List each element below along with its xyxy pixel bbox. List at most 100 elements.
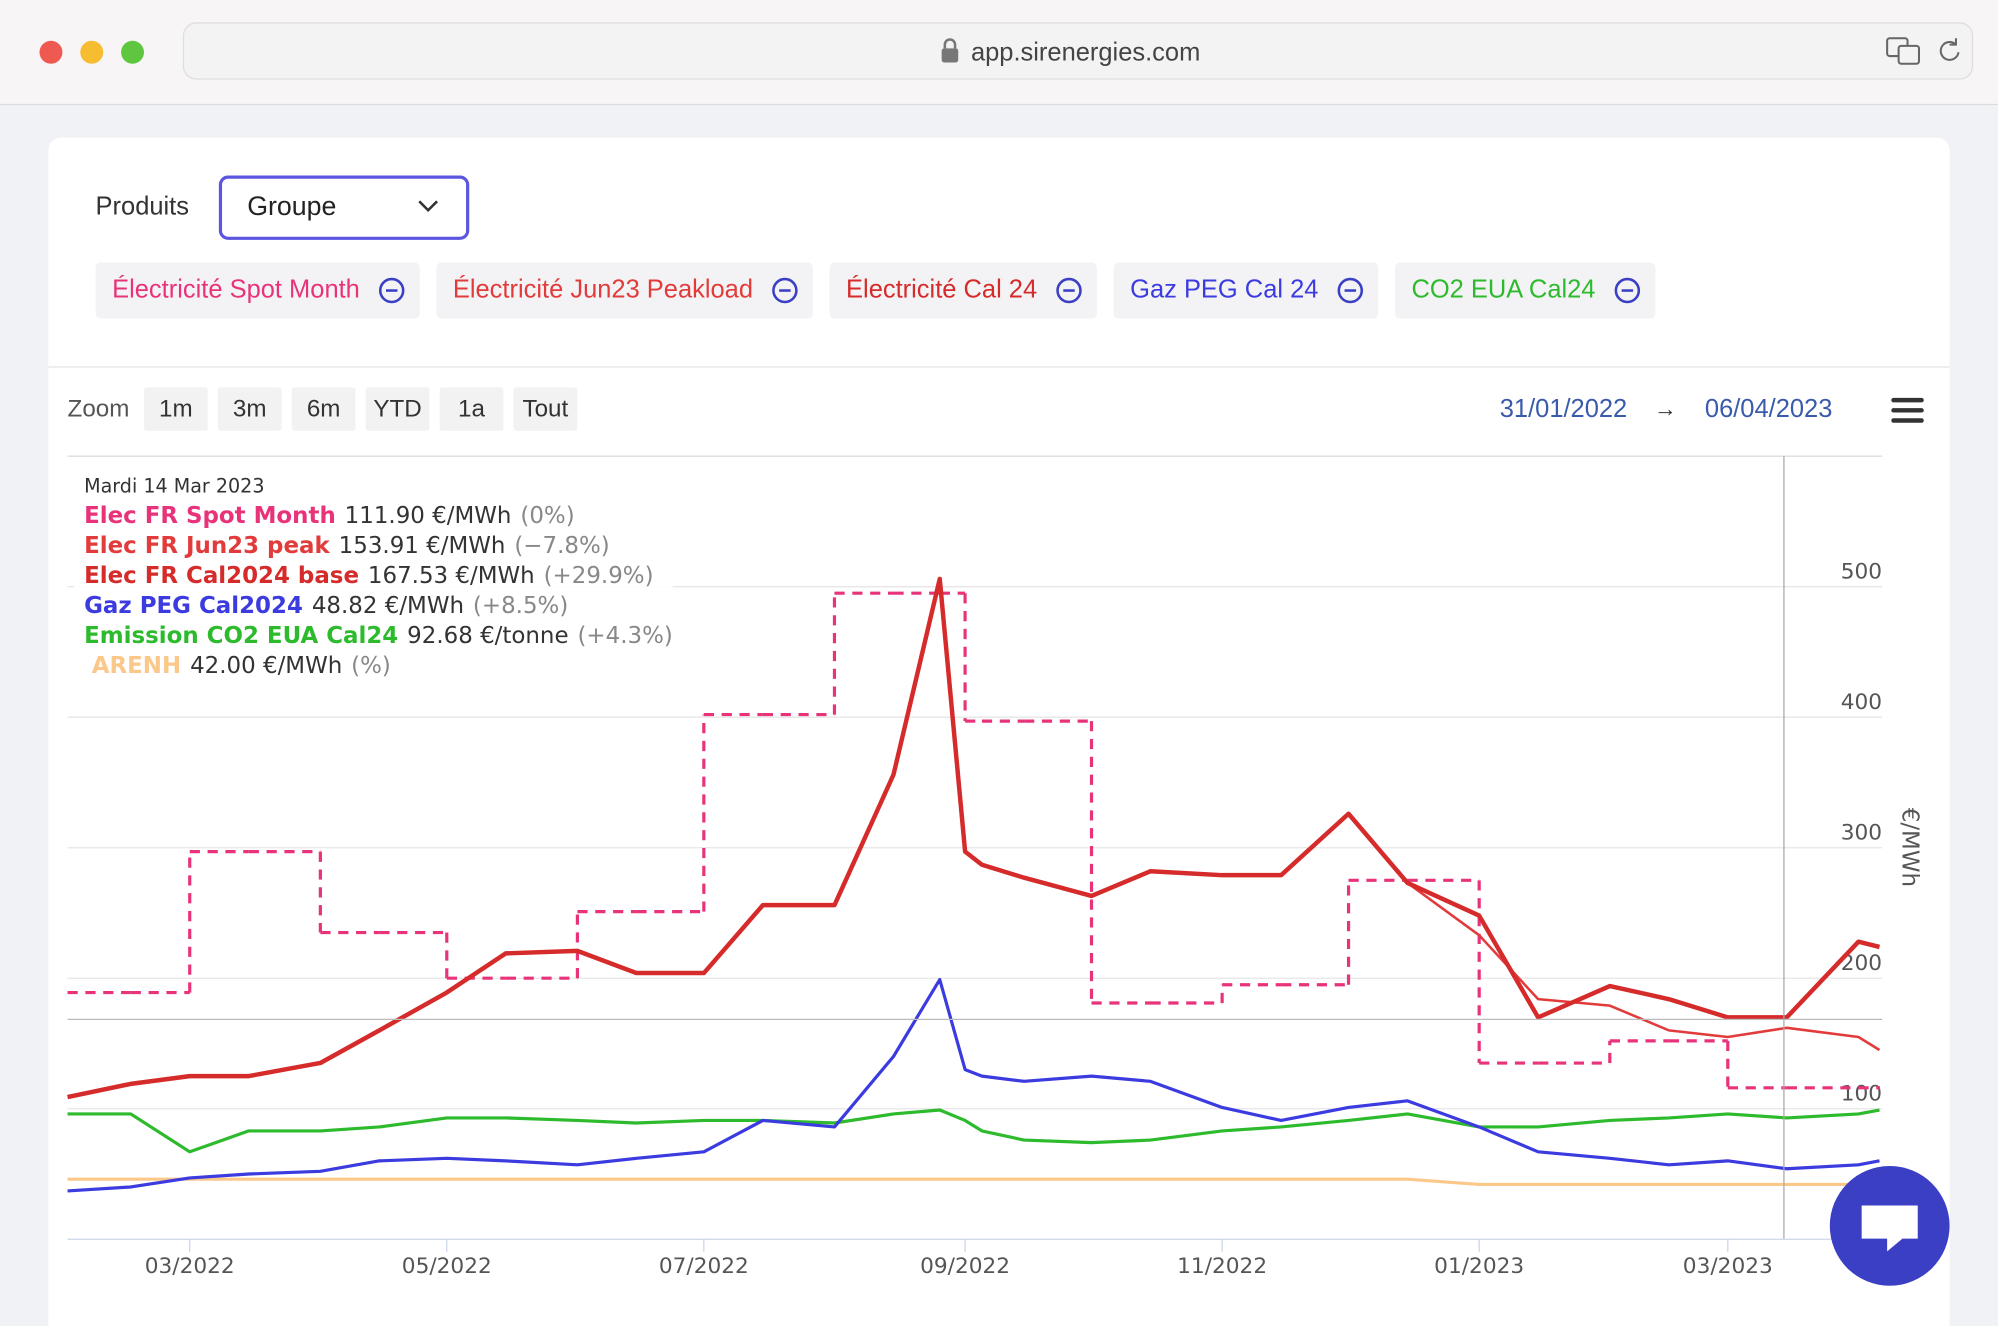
zoom-button-label: 6m [307,396,341,423]
card [48,137,1950,1326]
chip-label: Électricité Jun23 Peakload [453,274,753,303]
tooltip-line: Elec FR Spot Month 111.90 €/MWh (0%) [84,503,575,529]
chip-label: Électricité Cal 24 [846,274,1037,303]
chip-label: CO2 EUA Cal24 [1411,275,1595,303]
chip-bg [829,262,1098,319]
series-line [67,977,1880,1193]
x-tick-label: 01/2023 [1434,1254,1524,1279]
tooltip-series-name: Elec FR Spot Month [84,503,336,529]
tooltip-value: 111.90 €/MWh [345,503,512,529]
filter-chip[interactable]: Gaz PEG Cal 24 [1113,262,1379,319]
chip-label: Électricité Spot Month [112,274,360,303]
series-line [67,1108,1880,1154]
zoom-button[interactable] [291,387,356,431]
filter-chip[interactable]: Électricité Spot Month [95,262,420,319]
chip-remove[interactable] [1056,277,1082,304]
tooltip-change: (%) [351,652,391,678]
zoom-button-label: 3m [233,396,267,423]
tooltip-series-name: Elec FR Jun23 peak [84,533,330,559]
y-tick-label: 400 [1841,690,1882,715]
chip-bg [1394,262,1656,319]
zoom-buttons: 1m 3m 6m YTD 1a Tout [143,387,578,431]
close-button[interactable] [39,40,63,64]
zoom-button[interactable] [365,387,430,431]
x-tick-label: 11/2022 [1177,1254,1267,1279]
tooltip-series-name: ARENH [92,652,181,678]
x-tick-label: 03/2022 [145,1254,235,1279]
tooltip-value: 42.00 €/MWh [190,652,342,678]
chips: Électricité Spot Month Électricité Jun23 … [95,262,1656,319]
y-axis-title: €/MWh [1896,808,1922,887]
x-tick-label: 09/2022 [920,1254,1010,1279]
chat-icon [1861,1205,1918,1252]
tooltip: Elec FR Spot Month 111.90 €/MWh (0%)Elec F… [84,503,673,679]
tooltip-value: 48.82 €/MWh [312,592,464,618]
tooltip-line: Elec FR Cal2024 base 167.53 €/MWh (+29.9%) [84,562,653,588]
filter-chip[interactable]: CO2 EUA Cal24 [1394,262,1656,319]
chip-bg [95,262,420,319]
tooltip-series-name: Emission CO2 EUA Cal24 [84,622,398,648]
maximize-button[interactable] [121,40,144,64]
filter-chip[interactable]: Électricité Cal 24 [829,262,1098,319]
x-tick-label: 07/2022 [659,1254,749,1279]
series-line [67,1177,1880,1187]
series-line [1406,881,1881,1052]
reload-icon[interactable] [1939,38,1960,61]
select-value: Groupe [247,191,336,221]
url: app.sirenergies.com [971,38,1200,66]
chip-label: Gaz PEG Cal 24 [1130,275,1318,303]
tooltip-date: Mardi 14 Mar 2023 [84,474,264,497]
series-line [67,576,1881,1100]
chart-menu[interactable] [1891,397,1924,423]
tooltip-change: (+29.9%) [544,562,654,588]
tooltip-change: (+4.3%) [577,622,672,648]
tooltip-box [73,466,673,686]
tooltip-change: (−7.8%) [514,533,609,559]
tooltip-line: Elec FR Jun23 peak 153.91 €/MWh (−7.8%) [84,533,610,559]
zoom-button-label: YTD [373,396,421,423]
zoom-button-label: 1m [159,396,193,423]
zoom-button-label: Tout [522,396,568,423]
x-tick-label: 05/2022 [402,1254,492,1279]
zoom-label: Zoom [68,396,130,423]
chip-bg [1113,262,1379,319]
tooltip-value: 167.53 €/MWh [368,562,535,588]
tooltip-line: Gaz PEG Cal2024 48.82 €/MWh (+8.5%) [84,592,568,618]
zoom-button[interactable] [513,387,578,431]
zoom-button[interactable] [217,387,282,431]
tooltip-value: 92.68 €/tonne [407,622,568,648]
select-chevron [418,200,438,213]
y-tick-label: 100 [1841,1082,1882,1107]
y-tick-label: 300 [1841,821,1882,846]
tooltip-change: (0%) [520,503,574,529]
zoom-button[interactable] [439,387,504,431]
date-arrow: → [1654,395,1677,421]
translate-icon[interactable] [1886,37,1921,65]
address-bar[interactable] [182,22,1974,80]
x-tick-label: 03/2023 [1683,1254,1773,1279]
chip-remove[interactable] [1614,277,1641,304]
tooltip-line: Emission CO2 EUA Cal24 92.68 €/tonne (+4.3… [84,622,673,648]
chip-remove[interactable] [1337,277,1364,304]
date-to[interactable]: 06/04/2023 [1705,395,1832,423]
zoom-button-label: 1a [458,396,485,423]
filter-chip[interactable]: Électricité Jun23 Peakload [436,262,813,319]
group-select[interactable] [218,175,470,240]
filter-label: Produits [96,192,189,220]
tooltip-series-name: Gaz PEG Cal2024 [84,592,303,618]
tooltip-value: 153.91 €/MWh [339,533,506,559]
date-from[interactable]: 31/01/2022 [1500,395,1627,423]
minimize-button[interactable] [80,40,104,64]
tooltip-series-name: Elec FR Cal2024 base [84,562,359,588]
zoom-button[interactable] [143,387,208,431]
tooltip-change: (+8.5%) [473,592,568,618]
y-tick-label: 500 [1841,560,1882,585]
lock-icon [941,38,959,63]
chip-bg [436,262,813,319]
tooltip-line: ARENH 42.00 €/MWh (%) [92,652,391,678]
chip-remove[interactable] [772,277,798,304]
chip-remove[interactable] [378,277,405,304]
